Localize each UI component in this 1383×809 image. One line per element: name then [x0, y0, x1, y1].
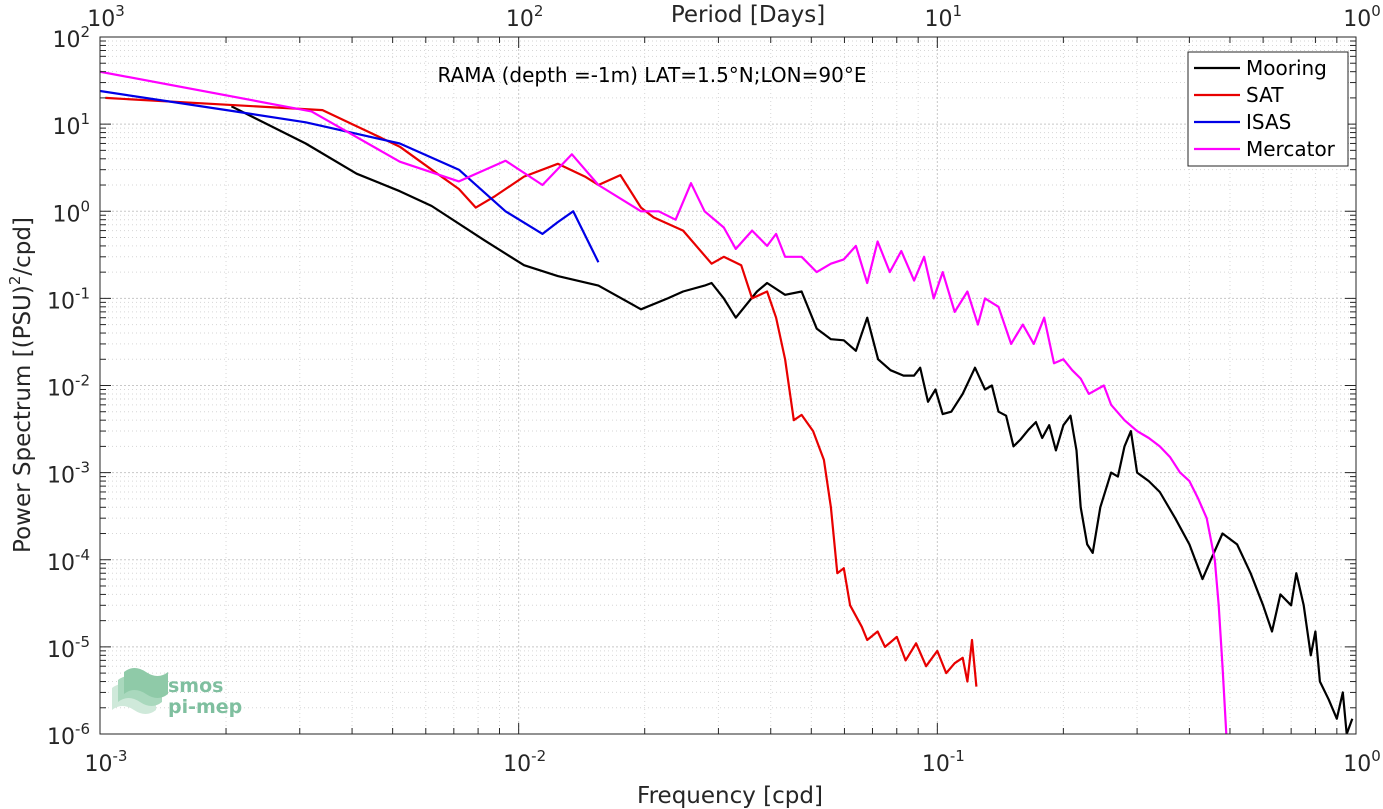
top-tick-label: 101 — [925, 2, 963, 32]
legend-label-sat: SAT — [1246, 83, 1284, 107]
ticks-layer — [99, 36, 1357, 735]
x-tick-label-exp: -2 — [531, 747, 546, 765]
x-tick-label-exp: -1 — [950, 747, 965, 765]
y-tick-label-exp: -2 — [75, 372, 90, 390]
x-tick-label: 10-2 — [503, 747, 546, 777]
y-axis-label-tail: /cpd] — [10, 217, 36, 276]
y-tick-label-base: 10 — [47, 377, 75, 402]
x-tick-label-exp: -3 — [113, 747, 128, 765]
top-tick-label-exp: 1 — [953, 2, 963, 20]
y-tick-label: 10-1 — [47, 284, 90, 314]
y-axis-label: Power Spectrum [(PSU)2/cpd] — [6, 217, 36, 553]
top-tick-label-exp: 0 — [1371, 2, 1381, 20]
y-tick-label: 10-2 — [47, 372, 90, 402]
x-tick-label: 10-3 — [85, 747, 128, 777]
y-tick-label-exp: -6 — [75, 720, 90, 738]
y-tick-label-exp: 1 — [80, 110, 90, 128]
legend-label-isas: ISAS — [1246, 110, 1291, 134]
legend-label-mercator: Mercator — [1246, 137, 1336, 161]
legend-label-mooring: Mooring — [1246, 56, 1327, 80]
y-tick-label-exp: -5 — [75, 633, 90, 651]
y-axis-label-main: Power Spectrum [(PSU) — [10, 285, 36, 553]
y-tick-label-base: 10 — [52, 28, 80, 53]
series-layer — [100, 70, 1354, 734]
logo-line-1: smos — [168, 675, 223, 697]
top-tick-label: 102 — [506, 2, 544, 32]
y-tick-label-base: 10 — [47, 725, 75, 750]
legend-items: Mooring SAT ISAS Mercator — [1194, 56, 1336, 161]
y-tick-label-exp: -4 — [75, 546, 90, 564]
x-tick-label-exp: 0 — [1371, 747, 1381, 765]
y-tick-label-base: 10 — [52, 115, 80, 140]
series-line-sat — [105, 96, 978, 687]
y-axis-label-sup: 2 — [6, 276, 24, 286]
y-tick-label: 101 — [52, 110, 90, 140]
top-tick-label-base: 10 — [87, 7, 115, 32]
x-tick-label: 100 — [1343, 747, 1381, 777]
series-line-isas — [100, 89, 600, 263]
legend: Mooring SAT ISAS Mercator — [1187, 51, 1349, 167]
y-tick-label-base: 10 — [47, 289, 75, 314]
y-tick-label: 10-6 — [47, 720, 90, 750]
top-tick-label-exp: 3 — [115, 2, 125, 20]
top-axis-label: Period [Days] — [671, 2, 825, 28]
y-tick-label-exp: -3 — [75, 459, 90, 477]
y-tick-label: 102 — [52, 23, 90, 53]
x-tick-label-base: 10 — [922, 752, 950, 777]
legend-box — [1187, 51, 1349, 167]
y-tick-label-exp: -1 — [75, 284, 90, 302]
x-tick-label: 10-1 — [922, 747, 965, 777]
y-tick-label-exp: 2 — [80, 23, 90, 41]
x-tick-label-base: 10 — [503, 752, 531, 777]
top-tick-label-base: 10 — [925, 7, 953, 32]
y-tick-label-base: 10 — [52, 202, 80, 227]
top-tick-label: 100 — [1343, 2, 1381, 32]
y-tick-label: 10-5 — [47, 633, 90, 663]
y-tick-label-base: 10 — [47, 551, 75, 576]
x-tick-label-base: 10 — [1343, 752, 1371, 777]
y-tick-label-base: 10 — [47, 464, 75, 489]
top-tick-label: 103 — [87, 2, 125, 32]
grid-minor — [100, 37, 1356, 734]
top-tick-label-base: 10 — [1343, 7, 1371, 32]
y-tick-label-exp: 0 — [80, 197, 90, 215]
logo-line-2: pi-mep — [168, 696, 242, 718]
y-tick-label: 10-4 — [47, 546, 90, 576]
top-tick-labels: 103 102 101 100 — [87, 2, 1381, 32]
top-tick-label-base: 10 — [506, 7, 534, 32]
y-tick-label-base: 10 — [47, 638, 75, 663]
y-tick-label: 10-3 — [47, 459, 90, 489]
x-tick-labels: 10-3 10-2 10-1 100 — [85, 747, 1381, 777]
x-axis-label: Frequency [cpd] — [637, 783, 823, 809]
logo-mark-icon — [112, 668, 168, 714]
top-tick-label-exp: 2 — [534, 2, 544, 20]
y-tick-label: 100 — [52, 197, 90, 227]
series-line-mooring — [230, 105, 1354, 734]
smos-pimep-logo: smos pi-mep — [112, 668, 242, 718]
series-line-mercator — [100, 70, 1228, 734]
chart-title: RAMA (depth =-1m) LAT=1.5°N;LON=90°E — [438, 63, 867, 87]
x-tick-label-base: 10 — [85, 752, 113, 777]
